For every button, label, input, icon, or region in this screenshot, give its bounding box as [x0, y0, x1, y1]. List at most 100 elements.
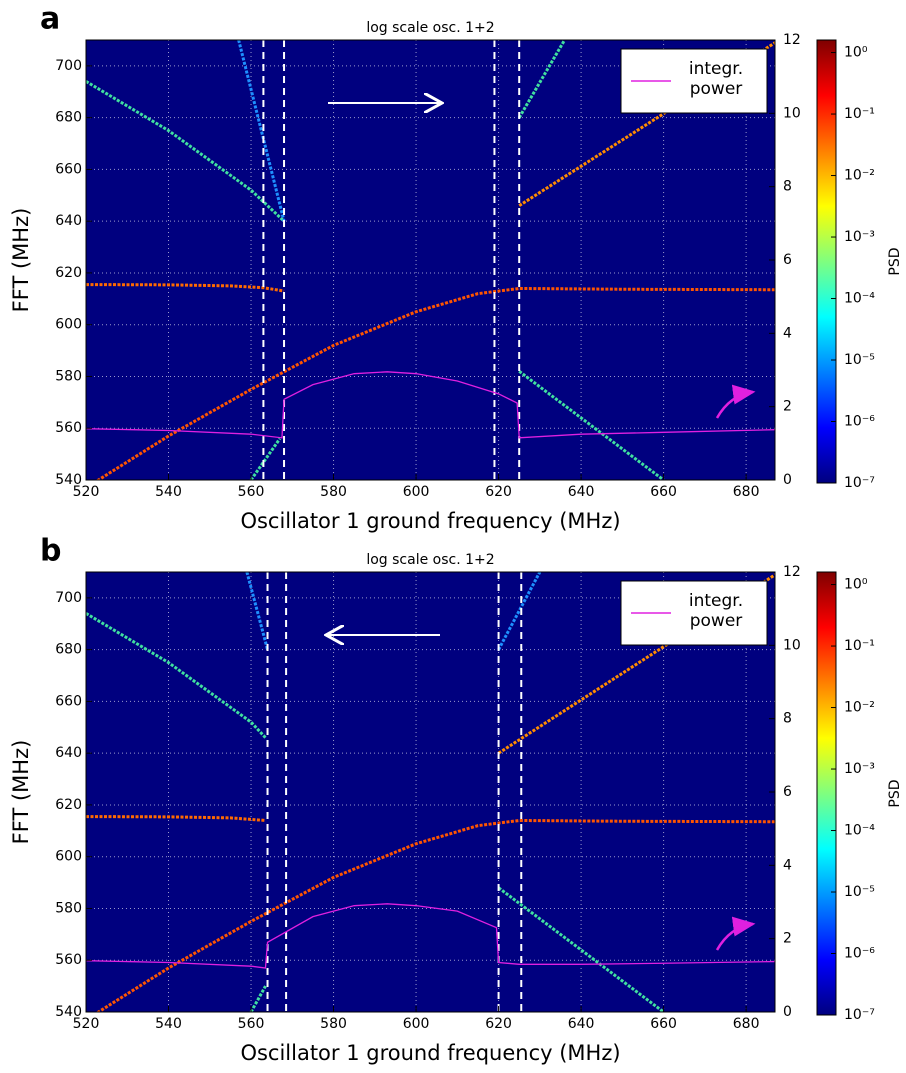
colorbar-tick-label: 10⁻¹: [844, 638, 875, 654]
x-tick-label: 600: [403, 1016, 430, 1032]
legend-text-box: integr. power: [688, 591, 744, 631]
spectral-trace: [95, 818, 775, 1012]
series-line: [86, 371, 775, 439]
colorbar-tick-label: 10⁻¹: [844, 106, 875, 122]
spectral-trace: [95, 286, 775, 480]
plot-frame: [85, 571, 776, 1013]
panel-letter: a: [40, 2, 60, 37]
plot-area: [86, 40, 775, 480]
y-tick-label: 620: [55, 797, 82, 813]
spectral-trace: [497, 886, 665, 1012]
spectral-trace: [249, 437, 282, 480]
x-tick-label: 620: [485, 484, 512, 500]
x-axis-label: Oscillator 1 ground frequency (MHz): [240, 1041, 620, 1065]
spectral-trace: [518, 370, 665, 480]
y-tick-label: 580: [55, 368, 82, 384]
legend-text-box: integr. power: [688, 59, 744, 99]
y2-tick-label: 0: [783, 472, 792, 488]
spectral-trace: [518, 40, 775, 207]
colorbar-tick-label: 10⁻²: [844, 168, 875, 184]
y2-tick-label: 6: [783, 784, 792, 800]
x-tick-label: 540: [155, 1016, 182, 1032]
axis-pointer-arrow: [715, 916, 756, 951]
colorbar-tick-label: 10⁻⁵: [844, 884, 875, 900]
y2-tick-label: 8: [783, 711, 792, 727]
panel-letter: b: [40, 534, 61, 569]
y-tick-label: 540: [55, 1004, 82, 1020]
colorbar: [816, 571, 837, 1016]
x-tick-label: 580: [320, 1016, 347, 1032]
y-axis-label: FFT (MHz): [9, 208, 33, 313]
y2-tick-label: 6: [783, 252, 792, 268]
chart-title: log scale osc. 1+2: [366, 552, 494, 568]
spectral-trace: [237, 40, 286, 222]
spectral-trace: [86, 80, 286, 223]
spectral-trace: [517, 40, 566, 119]
x-tick-label: 660: [650, 1016, 677, 1032]
y-tick-label: 660: [55, 161, 82, 177]
colorbar-tick-label: 10⁻⁴: [844, 291, 875, 307]
y2-tick-label: 4: [783, 325, 792, 341]
y-axis-label: FFT (MHz): [9, 740, 33, 845]
colorbar-tick-label: 10⁻⁶: [844, 946, 875, 962]
y-tick-label: 700: [55, 590, 82, 606]
y-tick-label: 680: [55, 642, 82, 658]
y2-tick-label: 2: [783, 399, 792, 415]
colorbar-tick-label: 10⁻³: [844, 761, 875, 777]
spectral-trace: [497, 572, 542, 651]
y2-tick-label: 8: [783, 179, 792, 195]
x-tick-label: 640: [568, 484, 595, 500]
y-tick-label: 620: [55, 265, 82, 281]
x-tick-label: 660: [650, 484, 677, 500]
x-tick-label: 540: [155, 484, 182, 500]
axis-pointer-arrow: [715, 384, 756, 419]
x-tick-label: 680: [733, 1016, 760, 1032]
x-tick-label: 520: [73, 484, 100, 500]
spectral-trace: [249, 985, 267, 1012]
chart-title: log scale osc. 1+2: [366, 20, 494, 36]
x-tick-label: 600: [403, 484, 430, 500]
y-tick-label: 560: [55, 952, 82, 968]
colorbar-tick-label: 10⁰: [844, 45, 868, 61]
colorbar-tick-label: 10⁻³: [844, 229, 875, 245]
y2-tick-label: 10: [783, 637, 801, 653]
y2-tick-label: 4: [783, 857, 792, 873]
x-tick-label: 640: [568, 1016, 595, 1032]
panel: a log scale osc. 1+2 Oscillator 1 ground f…: [9, 2, 903, 534]
y-tick-label: 560: [55, 420, 82, 436]
y-tick-label: 660: [55, 693, 82, 709]
y-tick-label: 700: [55, 58, 82, 74]
y-tick-label: 640: [55, 745, 82, 761]
colorbar: [816, 39, 837, 484]
colorbar-tick-label: 10⁻⁵: [844, 352, 875, 368]
colorbar-label: PSD: [887, 247, 903, 275]
colorbar-tick-label: 10⁻⁴: [844, 823, 875, 839]
legend-label: integr. power: [688, 59, 744, 99]
y-tick-label: 540: [55, 472, 82, 488]
y2-tick-label: 0: [783, 1004, 792, 1020]
series-line: [86, 903, 775, 969]
y-tick-label: 640: [55, 213, 82, 229]
colorbar-tick-label: 10⁰: [844, 577, 868, 593]
legend-label: integr. power: [688, 591, 744, 631]
x-tick-label: 620: [485, 1016, 512, 1032]
colorbar-tick-label: 10⁻⁷: [844, 1007, 875, 1023]
x-tick-label: 560: [238, 484, 265, 500]
y-tick-label: 600: [55, 317, 82, 333]
y2-tick-label: 2: [783, 931, 792, 947]
panel: b log scale osc. 1+2 Oscillator 1 ground f…: [9, 534, 903, 1066]
colorbar-tick-label: 10⁻⁶: [844, 414, 875, 430]
spectral-trace: [86, 612, 267, 739]
y-tick-label: 680: [55, 110, 82, 126]
y-tick-label: 600: [55, 849, 82, 865]
x-axis-label: Oscillator 1 ground frequency (MHz): [240, 509, 620, 533]
colorbar-tick-label: 10⁻⁷: [844, 475, 875, 491]
colorbar-tick-label: 10⁻²: [844, 700, 875, 716]
plot-frame: [85, 39, 776, 481]
spectral-trace: [86, 283, 285, 293]
x-tick-label: 560: [238, 1016, 265, 1032]
y2-tick-label: 10: [783, 105, 801, 121]
y2-tick-label: 12: [783, 32, 801, 48]
colorbar-label: PSD: [887, 779, 903, 807]
